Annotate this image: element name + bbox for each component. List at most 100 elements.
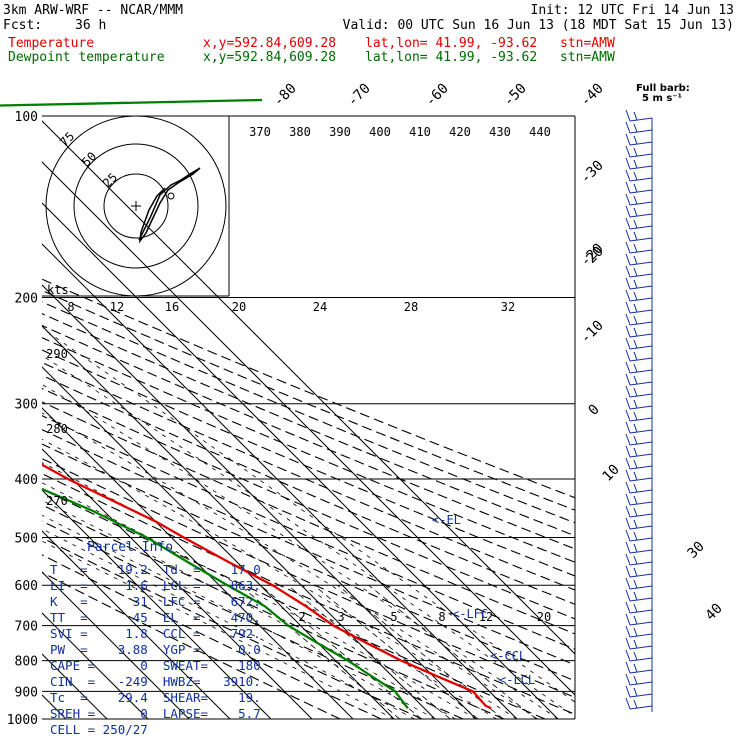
wind-barb-flag xyxy=(625,601,631,614)
wind-barb xyxy=(629,213,653,218)
dewpoint-legend: Dewpoint temperature xyxy=(8,50,165,65)
wind-barb-flag xyxy=(633,267,638,277)
mixing-ratio-label: 3 xyxy=(337,610,344,624)
pressure-label-1000: 1000 xyxy=(7,713,38,728)
wind-barb-flag xyxy=(633,675,638,685)
parcel-row: CAPE = 0 SWEAT= 180 xyxy=(50,658,261,673)
wind-barb-flag xyxy=(625,349,631,362)
pressure-label-600: 600 xyxy=(15,579,38,594)
wind-barb xyxy=(629,549,653,554)
parcel-row: CELL = 250/27 xyxy=(50,722,148,737)
wind-barb-flag xyxy=(633,519,638,529)
isotherm xyxy=(42,448,313,719)
wind-barb-flag xyxy=(633,315,638,325)
isotherm-label: 30 xyxy=(685,539,708,562)
wind-barb-flag xyxy=(625,397,631,410)
parcel-row: PW = 3.88 YGP = 0.0 xyxy=(50,642,261,657)
dewpoint-station: stn=AMW xyxy=(560,50,615,65)
wind-barb xyxy=(629,417,653,422)
init-time: Init: 12 UTC Fri 14 Jun 13 xyxy=(530,3,735,18)
wind-barb-flag xyxy=(625,253,631,266)
pressure-label-300: 300 xyxy=(15,398,38,413)
dry-adiabat xyxy=(42,324,575,550)
forecast-hours: 36 h xyxy=(75,18,107,33)
parcel-row: Tc = 29.4 SHEAR= 19. xyxy=(50,690,261,705)
parcel-row: K = 31 LFC = 672. xyxy=(50,594,261,609)
wind-barb-flag xyxy=(625,445,631,458)
hodograph-ring-label: 25 xyxy=(100,170,120,190)
wind-barb xyxy=(629,369,653,374)
theta-label: 400 xyxy=(369,125,391,139)
wind-barb-flag xyxy=(625,673,631,686)
wind-barb-flag xyxy=(625,229,631,242)
wind-barb-flag xyxy=(633,615,638,625)
dry-adiabat xyxy=(42,387,575,620)
wind-barb xyxy=(629,273,653,278)
theta-label: 420 xyxy=(449,125,471,139)
temperature-xy: x,y=592.84,609.28 xyxy=(203,36,337,51)
pressure-label-700: 700 xyxy=(15,620,38,635)
mixing-ratio-label: 20 xyxy=(537,610,551,624)
mixing-ratio-label: 2 xyxy=(298,610,305,624)
wind-barb-flag xyxy=(625,217,631,230)
wind-barb-flag xyxy=(633,651,638,661)
wind-barb xyxy=(629,597,653,602)
moist-adiabat xyxy=(42,327,575,703)
dry-adiabat xyxy=(42,488,546,719)
wind-barb-flag xyxy=(633,495,638,505)
wind-barb-flag xyxy=(625,565,631,578)
temperature-legend: Temperature xyxy=(8,36,95,51)
wind-barb-flag xyxy=(625,433,631,446)
theta-label: 410 xyxy=(409,125,431,139)
wind-barb-flag xyxy=(625,685,631,698)
isotherm xyxy=(42,243,518,719)
theta-label: 440 xyxy=(529,125,551,139)
isotherm-label: -10 xyxy=(578,318,607,347)
wind-barb-flag xyxy=(633,351,638,361)
wind-barb-flag xyxy=(625,289,631,302)
isotherm-label: -60 xyxy=(423,81,452,110)
wind-barb-flag xyxy=(633,699,638,709)
pressure-label-200: 200 xyxy=(15,292,38,307)
sounding-profiles xyxy=(42,463,492,710)
wind-barb-flag xyxy=(625,145,631,158)
isotherm-label: -40 xyxy=(578,81,607,110)
wind-barb-flag xyxy=(633,663,638,673)
wind-barb xyxy=(629,633,653,638)
parcel-info-title: Parcel Info xyxy=(87,540,174,555)
speed-label: 32 xyxy=(501,300,515,314)
dry-adiabat xyxy=(42,415,575,650)
wind-barb xyxy=(629,513,653,518)
wind-barb-flag xyxy=(633,423,638,433)
wind-barb-flag xyxy=(625,121,631,134)
dry-adiabat xyxy=(42,429,575,666)
wind-barb xyxy=(629,609,653,614)
wind-barb xyxy=(629,117,653,122)
theta-label: 380 xyxy=(289,125,311,139)
wind-barb-flag xyxy=(625,133,631,146)
speed-label: 20 xyxy=(232,300,246,314)
moist-adiabat xyxy=(42,540,395,719)
valid-time: Valid: 00 UTC Sun 16 Jun 13 (18 MDT Sat … xyxy=(342,18,734,33)
wind-barb-flag xyxy=(625,373,631,386)
wind-barb xyxy=(629,333,653,338)
wind-barb xyxy=(629,693,653,698)
wind-barb-flag xyxy=(625,337,631,350)
wind-barb-flag xyxy=(625,193,631,206)
moist-adiabat xyxy=(42,355,575,718)
isotherm xyxy=(42,284,477,719)
wind-barb-flag xyxy=(625,109,631,122)
wind-barb-flag xyxy=(625,541,631,554)
theta-label: 390 xyxy=(329,125,351,139)
wind-barb-flag xyxy=(625,205,631,218)
wind-barb xyxy=(629,441,653,446)
wind-barb-flag xyxy=(633,627,638,637)
wind-barb xyxy=(629,345,653,350)
wind-barb-flag xyxy=(625,625,631,638)
isotherm xyxy=(42,325,436,719)
speed-label: 24 xyxy=(313,300,327,314)
wind-barb-flag xyxy=(633,687,638,697)
wind-barb xyxy=(629,501,653,506)
wind-barb-flag xyxy=(633,327,638,337)
